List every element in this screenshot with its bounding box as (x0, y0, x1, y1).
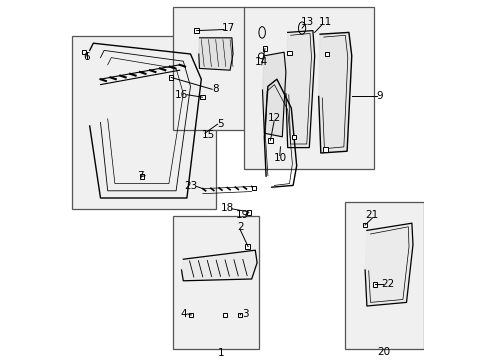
Bar (172, 216, 258, 349)
Bar (189, 313, 193, 317)
Text: 8: 8 (212, 84, 219, 94)
Text: 23: 23 (184, 181, 198, 192)
Bar (238, 313, 242, 317)
Polygon shape (318, 32, 351, 153)
Polygon shape (285, 31, 314, 148)
Bar (140, 174, 144, 179)
Bar (362, 223, 366, 227)
Bar (244, 7, 373, 169)
Text: 10: 10 (273, 153, 286, 163)
Text: 22: 22 (380, 279, 393, 289)
Text: 1: 1 (217, 348, 224, 358)
Bar (246, 210, 250, 215)
Text: 4: 4 (180, 309, 186, 319)
Text: 9: 9 (376, 91, 383, 102)
Bar (263, 46, 266, 51)
Circle shape (258, 53, 264, 59)
Bar (244, 244, 249, 249)
Bar (323, 147, 327, 152)
Text: 7: 7 (137, 171, 144, 181)
Text: 12: 12 (267, 113, 280, 123)
Polygon shape (262, 52, 285, 137)
Bar (194, 28, 199, 33)
Bar (268, 138, 272, 143)
Text: 15: 15 (202, 130, 215, 140)
Polygon shape (181, 250, 257, 281)
Text: 2: 2 (236, 222, 243, 232)
Bar (168, 75, 172, 80)
Text: 21: 21 (365, 210, 378, 220)
Text: 18: 18 (221, 203, 234, 213)
Text: 19: 19 (235, 210, 248, 220)
Bar (345, 202, 424, 349)
Text: 16: 16 (175, 90, 188, 100)
Text: 11: 11 (318, 17, 331, 27)
Bar (82, 50, 86, 54)
Polygon shape (199, 38, 232, 70)
Bar (251, 186, 256, 190)
Bar (372, 282, 376, 287)
Bar (172, 7, 244, 130)
Text: 5: 5 (217, 119, 224, 129)
Text: 6: 6 (83, 52, 90, 62)
Bar (291, 135, 296, 139)
Text: 17: 17 (221, 23, 234, 33)
Bar (222, 313, 226, 317)
Text: 20: 20 (377, 347, 390, 357)
Bar (325, 52, 329, 56)
Bar (72, 36, 215, 209)
Text: 3: 3 (242, 309, 248, 319)
Text: 13: 13 (300, 17, 313, 27)
Polygon shape (365, 223, 412, 306)
Text: 14: 14 (255, 57, 268, 67)
Bar (200, 95, 204, 99)
Bar (287, 51, 291, 55)
